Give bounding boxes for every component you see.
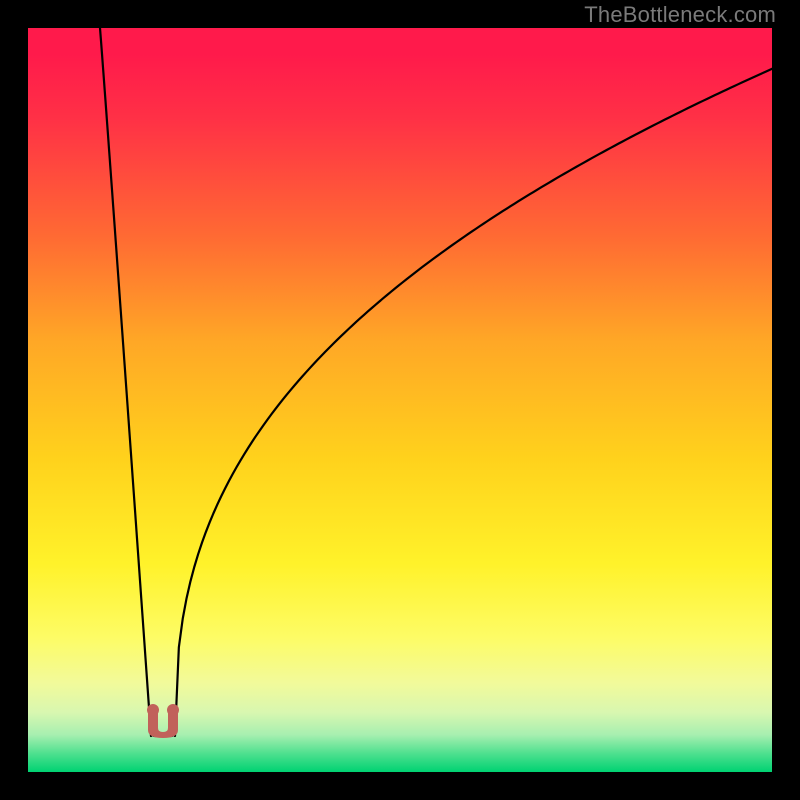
plot-background	[28, 28, 772, 772]
bottleneck-chart	[0, 0, 800, 800]
watermark-text: TheBottleneck.com	[584, 2, 776, 28]
chart-container: { "watermark": "TheBottleneck.com", "cha…	[0, 0, 800, 800]
